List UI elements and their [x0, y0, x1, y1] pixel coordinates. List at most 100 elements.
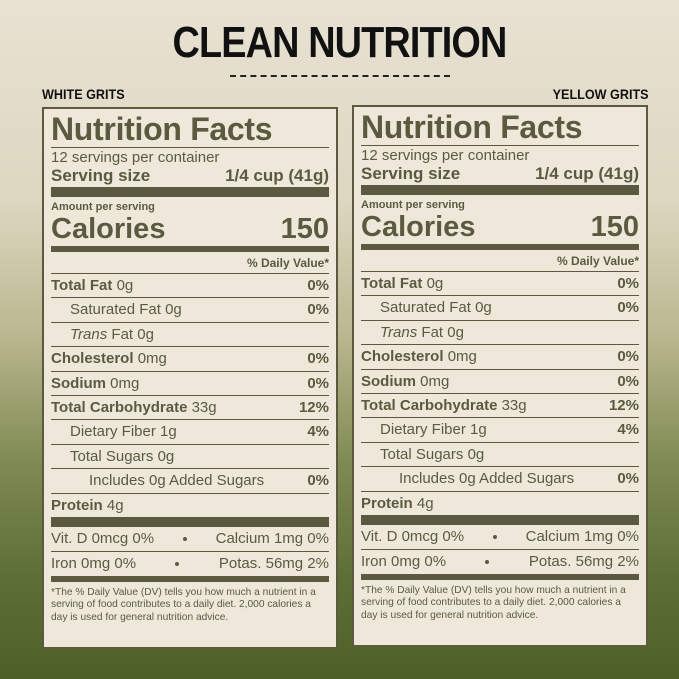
nutrient-name: Sodium: [361, 372, 416, 390]
amount-label: Amount per serving: [51, 201, 155, 213]
calories: Calories 150: [51, 214, 329, 246]
bullet: [175, 561, 180, 566]
nutrient-amount: 33g: [191, 398, 217, 416]
nutrient-row: Total Fat 0g 0%: [361, 272, 639, 297]
nutrient: Total Fat 0g: [51, 274, 133, 297]
nutrient: Total Sugars 0g: [51, 445, 174, 468]
nutrient-name: Includes 0g Added Sugars: [89, 472, 265, 490]
nutrition-panel: Nutrition Facts 12 servings per container…: [42, 107, 338, 649]
nutrient-row: Dietary Fiber 1g 4%: [361, 418, 639, 443]
daily-value: 4%: [307, 423, 329, 441]
nutrient-amount: 0g: [137, 325, 154, 343]
daily-value: 0%: [617, 470, 639, 488]
nutrient-amount: 0mg: [447, 348, 477, 366]
nutrient-name: Total Sugars: [380, 445, 464, 463]
daily-value: 0%: [617, 372, 639, 390]
footnote: *The % Daily Value (DV) tells you how mu…: [51, 586, 316, 623]
dv-header: % Daily Value*: [51, 252, 329, 274]
nutrient-amount: 1g: [160, 423, 177, 441]
nutrient-name: Total Carbohydrate: [51, 398, 188, 416]
nutrient-row: Trans Fat 0g: [361, 321, 639, 346]
dv-header: % Daily Value*: [361, 250, 639, 272]
nutrient-amount: 0mg: [110, 374, 140, 392]
nutrient: Sodium 0mg: [361, 370, 449, 393]
nutrient: Trans Fat 0g: [51, 323, 154, 346]
rule: [51, 246, 329, 252]
calories-label: Calories: [51, 213, 166, 245]
nutrient-name: Protein: [361, 494, 413, 512]
nutrient: Saturated Fat 0g: [51, 298, 182, 321]
daily-value: 0%: [617, 348, 639, 366]
nutrient: Sodium 0mg: [51, 372, 139, 395]
nutrient-amount: 0g: [475, 299, 492, 317]
nutrient: Includes 0g Added Sugars: [361, 467, 574, 490]
servings: 12 servings per container: [51, 149, 220, 166]
nutrient: Total Carbohydrate 33g: [51, 396, 217, 419]
nutrient: Dietary Fiber 1g: [361, 418, 487, 441]
rule: [51, 516, 329, 527]
daily-value: 4%: [617, 421, 639, 439]
nutrient-name: Protein: [51, 496, 103, 514]
panel-label: YELLOW GRITS: [553, 86, 649, 102]
nutrient-row: Saturated Fat 0g 0%: [51, 298, 329, 323]
nutrient: Protein 4g: [51, 494, 124, 517]
serving-size: Serving size 1/4 cup (41g): [51, 166, 329, 187]
nutrient-name: Total Fat: [51, 277, 113, 294]
nutrient-name: Cholesterol: [51, 350, 134, 368]
nutrient-row: Dietary Fiber 1g 4%: [51, 420, 329, 445]
vitamin-row: Iron 0mg 0% Potas. 56mg 2%: [361, 550, 639, 574]
panel-label: WHITE GRITS: [42, 86, 125, 102]
vitamin: Calcium 1mg 0%: [215, 530, 329, 548]
nutrient-row: Protein 4g: [361, 492, 639, 515]
serving-size-label: Serving size: [361, 164, 461, 183]
nutrient-name: Cholesterol: [361, 348, 444, 366]
serving-size: Serving size 1/4 cup (41g): [361, 164, 639, 185]
vitamin: Iron 0mg 0%: [361, 553, 447, 571]
serving-size-value: 1/4 cup (41g): [535, 164, 639, 183]
nutrient-amount: 0mg: [420, 372, 450, 390]
nutrient-name: Dietary Fiber: [70, 423, 156, 441]
nutrient-name: Total Sugars: [70, 447, 154, 465]
nutrient: Total Carbohydrate 33g: [361, 394, 527, 417]
nutrient-row: Total Carbohydrate 33g 12%: [361, 394, 639, 419]
calories-value: 150: [590, 211, 639, 243]
nutrient-name: Total Fat: [361, 275, 423, 292]
serving-size-value: 1/4 cup (41g): [225, 166, 329, 185]
bullet: [182, 536, 187, 541]
vitamin-row: Vit. D 0mcg 0% Calcium 1mg 0%: [51, 527, 329, 552]
nutrient: Dietary Fiber 1g: [51, 420, 177, 443]
daily-value: 0%: [307, 374, 329, 392]
nutrient-amount: 1g: [470, 421, 487, 439]
vitamin: Potas. 56mg 2%: [528, 553, 639, 571]
vitamin: Potas. 56mg 2%: [218, 555, 329, 573]
bullet: [492, 534, 497, 539]
divider: [230, 75, 450, 77]
serving-size-label: Serving size: [51, 166, 151, 185]
nutrient: Total Fat 0g: [361, 272, 443, 295]
rule: [361, 573, 639, 580]
rule: [51, 187, 329, 197]
nutrient: Trans Fat 0g: [361, 321, 464, 344]
calories-label: Calories: [361, 211, 476, 243]
nutrient-amount: 0g: [447, 323, 464, 341]
nutrient-row: Trans Fat 0g: [51, 323, 329, 348]
daily-value: 0%: [307, 350, 329, 368]
daily-value: 0%: [307, 277, 329, 294]
calories: Calories 150: [361, 212, 639, 244]
nutrient: Cholesterol 0mg: [361, 345, 477, 368]
nutrient-row: Includes 0g Added Sugars 0%: [51, 469, 329, 494]
nutrient-amount: 0mg: [137, 350, 167, 368]
nutrient-row: Sodium 0mg 0%: [361, 370, 639, 394]
nutrient-amount: 0g: [426, 275, 444, 292]
nutrient-row: Total Sugars 0g: [361, 443, 639, 468]
nutrient-row: Protein 4g: [51, 494, 329, 517]
rule: [361, 514, 639, 525]
nutrient-row: Total Sugars 0g: [51, 445, 329, 470]
nutrient-prefix: Trans: [70, 325, 108, 343]
nutrient-amount: 0g: [157, 447, 175, 465]
nutrition-panel: Nutrition Facts 12 servings per container…: [352, 105, 648, 647]
daily-value: 0%: [307, 472, 329, 490]
nutrient-row: Total Fat 0g 0%: [51, 274, 329, 299]
nutrient: Saturated Fat 0g: [361, 296, 492, 319]
daily-value: 0%: [617, 275, 639, 292]
